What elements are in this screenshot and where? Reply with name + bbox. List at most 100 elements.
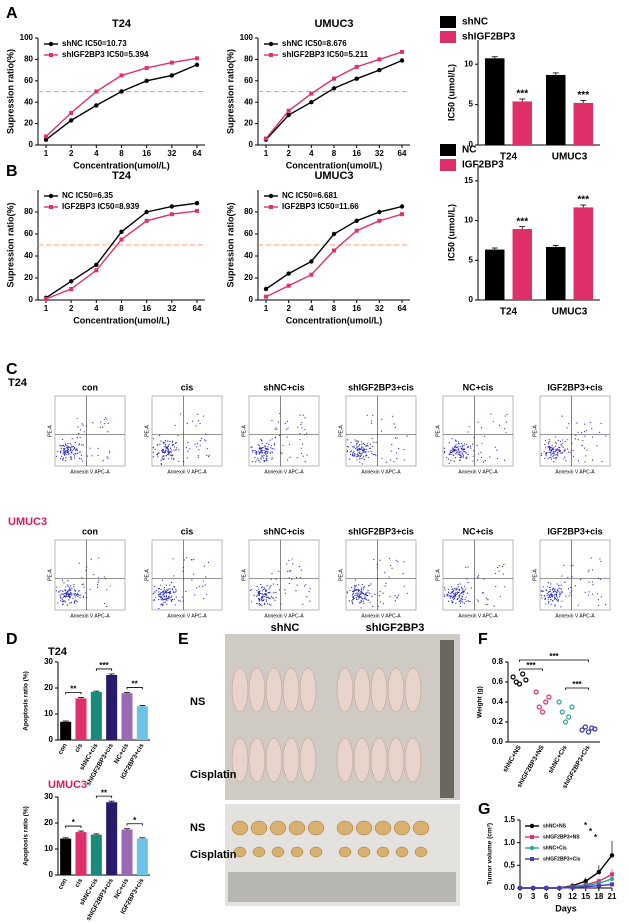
x-tick-label: T24	[500, 152, 518, 163]
flow-dot	[64, 460, 66, 462]
flow-dot	[70, 444, 72, 446]
flow-dot	[552, 454, 555, 456]
flow-dot	[447, 458, 449, 460]
flow-dot	[183, 559, 185, 561]
flow-dot	[406, 435, 408, 437]
flow-dot	[64, 589, 66, 591]
flow-dot	[459, 605, 461, 608]
flow-dot	[362, 455, 365, 457]
flow-dot	[451, 451, 454, 453]
bar	[106, 802, 118, 875]
flow-dot	[454, 596, 456, 598]
flow-dot	[359, 592, 361, 594]
flow-dot	[260, 449, 262, 451]
flow-dot	[403, 585, 405, 587]
flow-dot	[261, 590, 263, 592]
mouse	[370, 667, 388, 713]
flow-dot	[154, 585, 156, 588]
flow-dot	[266, 596, 269, 598]
marker	[94, 89, 99, 94]
flow-dot	[269, 586, 271, 588]
flow-dot	[76, 600, 78, 603]
point	[533, 689, 539, 695]
x-tick-label: 1	[264, 149, 269, 158]
bar	[75, 832, 87, 875]
flow-dot	[561, 452, 563, 454]
flow-dot	[299, 433, 301, 435]
flow-x-label: Annexin V APC-A	[167, 613, 207, 619]
point	[510, 674, 516, 680]
flow-dot	[361, 587, 363, 589]
flow-dot	[304, 428, 306, 431]
panel-letter: G	[478, 801, 490, 818]
flow-dot	[443, 587, 445, 589]
flow-dot	[477, 600, 480, 602]
flow-dot	[540, 590, 543, 592]
flow-dot	[455, 440, 457, 442]
y-tick-label: 60	[244, 229, 253, 238]
flow-dot	[59, 594, 61, 597]
flow-dot	[82, 444, 84, 446]
flow-dot	[196, 446, 198, 448]
flow-dot	[548, 446, 550, 448]
flow-dot	[268, 598, 270, 600]
flow-dot	[176, 447, 178, 449]
x-tick-label: 64	[193, 149, 202, 158]
flow-dot	[453, 598, 455, 600]
flow-dot	[352, 596, 354, 598]
flow-dot	[71, 438, 73, 440]
mouse	[299, 667, 317, 713]
flow-dot	[306, 595, 308, 598]
flow-dot	[265, 589, 268, 591]
flow-dot	[92, 422, 94, 424]
flow-dot	[64, 444, 67, 446]
y-tick-label: 20	[44, 683, 53, 692]
flow-dot	[103, 576, 105, 578]
flow-dot	[206, 447, 208, 450]
flow-dot	[159, 443, 161, 445]
flow-dot	[308, 590, 310, 593]
flow-dot	[460, 453, 462, 455]
significance-label: **	[70, 684, 77, 693]
flow-dot	[269, 597, 271, 599]
flow-dot	[373, 558, 375, 561]
flow-dot	[71, 452, 73, 454]
x-tick-label: 16	[142, 149, 151, 158]
flow-dot	[599, 578, 602, 580]
legend-marker	[49, 205, 53, 209]
flow-dot	[351, 594, 353, 596]
flow-dot	[273, 448, 275, 450]
flow-dot	[271, 572, 273, 575]
bar	[121, 829, 133, 875]
y-tick-label: 0	[469, 295, 474, 304]
flow-dot	[60, 597, 62, 599]
flow-dot	[368, 585, 370, 587]
flow-dot	[549, 441, 551, 443]
flow-dot	[456, 593, 458, 595]
flow-dot	[552, 587, 555, 589]
flow-dot	[174, 586, 176, 588]
flow-dot	[171, 440, 173, 442]
flow-dot	[89, 447, 91, 449]
flow-panel-title: NC+cis	[463, 382, 494, 392]
flow-y-label: PE-A	[47, 569, 53, 581]
tumor	[233, 846, 247, 858]
flow-dot	[261, 593, 263, 595]
flow-dot	[599, 431, 601, 433]
tumor	[357, 846, 371, 858]
flow-dot	[354, 447, 357, 450]
flow-dot	[202, 580, 204, 582]
flow-dot	[462, 454, 464, 456]
marker	[309, 100, 314, 105]
flow-dot	[506, 413, 508, 416]
flow-dot	[170, 596, 172, 599]
flow-dot	[167, 445, 170, 447]
flow-dot	[204, 584, 206, 586]
x-tick-label: 1	[44, 304, 49, 313]
flow-dot	[348, 600, 350, 602]
flow-dot	[551, 445, 553, 447]
x-tick-label: 18	[594, 892, 603, 901]
flow-dot	[197, 413, 199, 416]
flow-dot	[356, 448, 359, 450]
flow-dot	[259, 448, 261, 450]
